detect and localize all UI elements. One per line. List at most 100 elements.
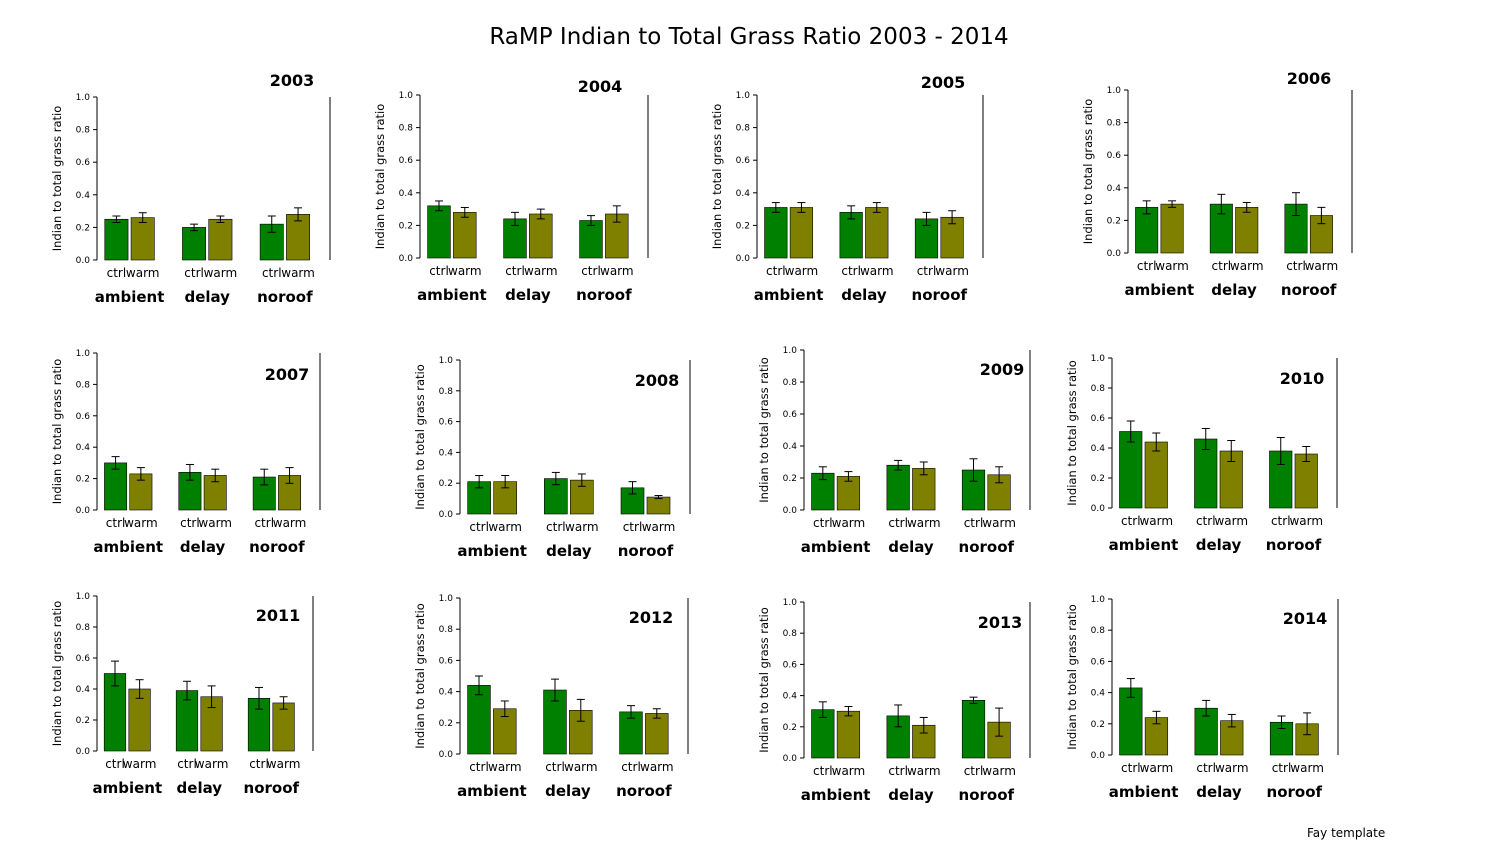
y-tick-label: 0.2 xyxy=(399,221,413,231)
y-tick-label: 1.0 xyxy=(439,356,454,366)
group-label-delay: delay xyxy=(184,288,230,306)
y-tick-label: 1.0 xyxy=(76,93,91,103)
treatment-label: warm xyxy=(982,764,1016,778)
treatment-label: warm xyxy=(860,264,894,278)
y-tick-label: 0.4 xyxy=(1091,689,1106,699)
y-axis-label: Indian to total grass ratio xyxy=(757,607,771,753)
treatment-label: warm xyxy=(640,760,674,774)
y-tick-label: 0.2 xyxy=(783,474,797,484)
panel-title-2011: 2011 xyxy=(256,606,301,625)
treatment-label: warm xyxy=(1305,259,1339,273)
y-axis-label: Indian to total grass ratio xyxy=(50,359,64,505)
treatment-label: ctrl xyxy=(469,760,489,774)
y-tick-label: 0.2 xyxy=(76,475,90,485)
y-tick-label: 0.6 xyxy=(783,660,798,670)
bar-2006-ambient-warm xyxy=(1160,203,1184,254)
treatment-label: ctrl xyxy=(1196,514,1216,528)
y-tick-label: 1.0 xyxy=(76,592,91,602)
panel-title-2007: 2007 xyxy=(265,365,310,384)
treatment-label: warm xyxy=(1155,259,1189,273)
y-tick-label: 0.2 xyxy=(736,221,750,231)
y-axis-label: Indian to total grass ratio xyxy=(373,104,387,250)
group-label-ambient: ambient xyxy=(93,538,163,556)
group-label-ambient: ambient xyxy=(92,779,162,797)
y-tick-label: 1.0 xyxy=(783,346,798,356)
treatment-label: ctrl xyxy=(917,264,937,278)
y-tick-label: 1.0 xyxy=(1107,86,1122,96)
y-tick-label: 0.6 xyxy=(439,656,454,666)
treatment-label: warm xyxy=(832,764,866,778)
treatment-label: warm xyxy=(123,757,157,771)
group-label-noroof: noroof xyxy=(576,286,632,304)
group-label-ambient: ambient xyxy=(95,288,165,306)
y-tick-label: 0.6 xyxy=(76,654,91,664)
group-label-delay: delay xyxy=(841,286,887,304)
bar-2003-delay-ctrl xyxy=(182,227,207,261)
treatment-label: warm xyxy=(564,760,598,774)
y-tick-label: 0.0 xyxy=(76,256,91,266)
treatment-label: ctrl xyxy=(581,264,601,278)
y-axis-label: Indian to total grass ratio xyxy=(1081,99,1095,245)
group-label-delay: delay xyxy=(1196,783,1242,801)
treatment-label: ctrl xyxy=(1286,259,1306,273)
panel-title-2004: 2004 xyxy=(578,77,623,96)
treatment-label: ctrl xyxy=(106,516,126,530)
treatment-label: ctrl xyxy=(1212,259,1232,273)
y-tick-label: 0.6 xyxy=(399,156,414,166)
treatment-label: warm xyxy=(832,516,866,530)
y-tick-label: 0.0 xyxy=(439,750,454,760)
group-label-ambient: ambient xyxy=(1109,536,1179,554)
panel-title-2013: 2013 xyxy=(978,613,1023,632)
treatment-label: ctrl xyxy=(184,266,204,280)
panel-title-2009: 2009 xyxy=(980,360,1025,379)
treatment-label: warm xyxy=(935,264,969,278)
treatment-label: warm xyxy=(1215,761,1249,775)
y-axis-label: Indian to total grass ratio xyxy=(413,364,427,510)
treatment-label: ctrl xyxy=(254,516,274,530)
treatment-label: warm xyxy=(1214,514,1248,528)
treatment-label: ctrl xyxy=(545,760,565,774)
group-label-delay: delay xyxy=(180,538,226,556)
treatment-label: warm xyxy=(198,516,232,530)
y-tick-label: 0.6 xyxy=(736,156,751,166)
bar-2012-noroof-warm xyxy=(645,713,669,755)
treatment-label: warm xyxy=(1290,761,1324,775)
bar-2013-noroof-ctrl xyxy=(961,699,986,759)
y-tick-label: 0.8 xyxy=(1107,119,1122,129)
treatment-label: warm xyxy=(204,266,238,280)
treatment-label: ctrl xyxy=(621,760,641,774)
y-tick-label: 0.0 xyxy=(1091,504,1106,514)
y-tick-label: 0.2 xyxy=(783,723,797,733)
y-tick-label: 0.2 xyxy=(1091,474,1105,484)
y-axis-label: Indian to total grass ratio xyxy=(413,603,427,749)
panel-title-2010: 2010 xyxy=(1280,369,1325,388)
y-tick-label: 0.0 xyxy=(76,747,91,757)
group-label-delay: delay xyxy=(177,779,223,797)
panel-title-2014: 2014 xyxy=(1283,609,1328,628)
y-tick-label: 0.8 xyxy=(76,623,91,633)
treatment-label: ctrl xyxy=(546,520,566,534)
group-label-noroof: noroof xyxy=(249,538,305,556)
y-tick-label: 0.2 xyxy=(439,719,453,729)
group-label-ambient: ambient xyxy=(457,542,527,560)
group-label-noroof: noroof xyxy=(257,288,313,306)
treatment-label: ctrl xyxy=(1137,259,1157,273)
treatment-label: warm xyxy=(982,516,1016,530)
y-tick-label: 0.8 xyxy=(1091,626,1106,636)
treatment-label: ctrl xyxy=(964,516,984,530)
y-tick-label: 0.2 xyxy=(76,716,90,726)
bar-2003-delay-warm xyxy=(208,218,233,261)
y-axis-label: Indian to total grass ratio xyxy=(1065,604,1079,750)
treatment-label: ctrl xyxy=(766,264,786,278)
group-label-noroof: noroof xyxy=(1267,783,1323,801)
bar-2003-ambient-ctrl xyxy=(104,218,129,261)
y-axis-label: Indian to total grass ratio xyxy=(50,601,64,747)
y-axis-label: Indian to total grass ratio xyxy=(757,357,771,503)
y-tick-label: 0.4 xyxy=(439,688,454,698)
y-tick-label: 1.0 xyxy=(736,91,751,101)
treatment-label: warm xyxy=(1140,761,1174,775)
group-label-ambient: ambient xyxy=(1109,783,1179,801)
y-tick-label: 0.0 xyxy=(1091,751,1106,761)
y-tick-label: 0.4 xyxy=(783,692,798,702)
